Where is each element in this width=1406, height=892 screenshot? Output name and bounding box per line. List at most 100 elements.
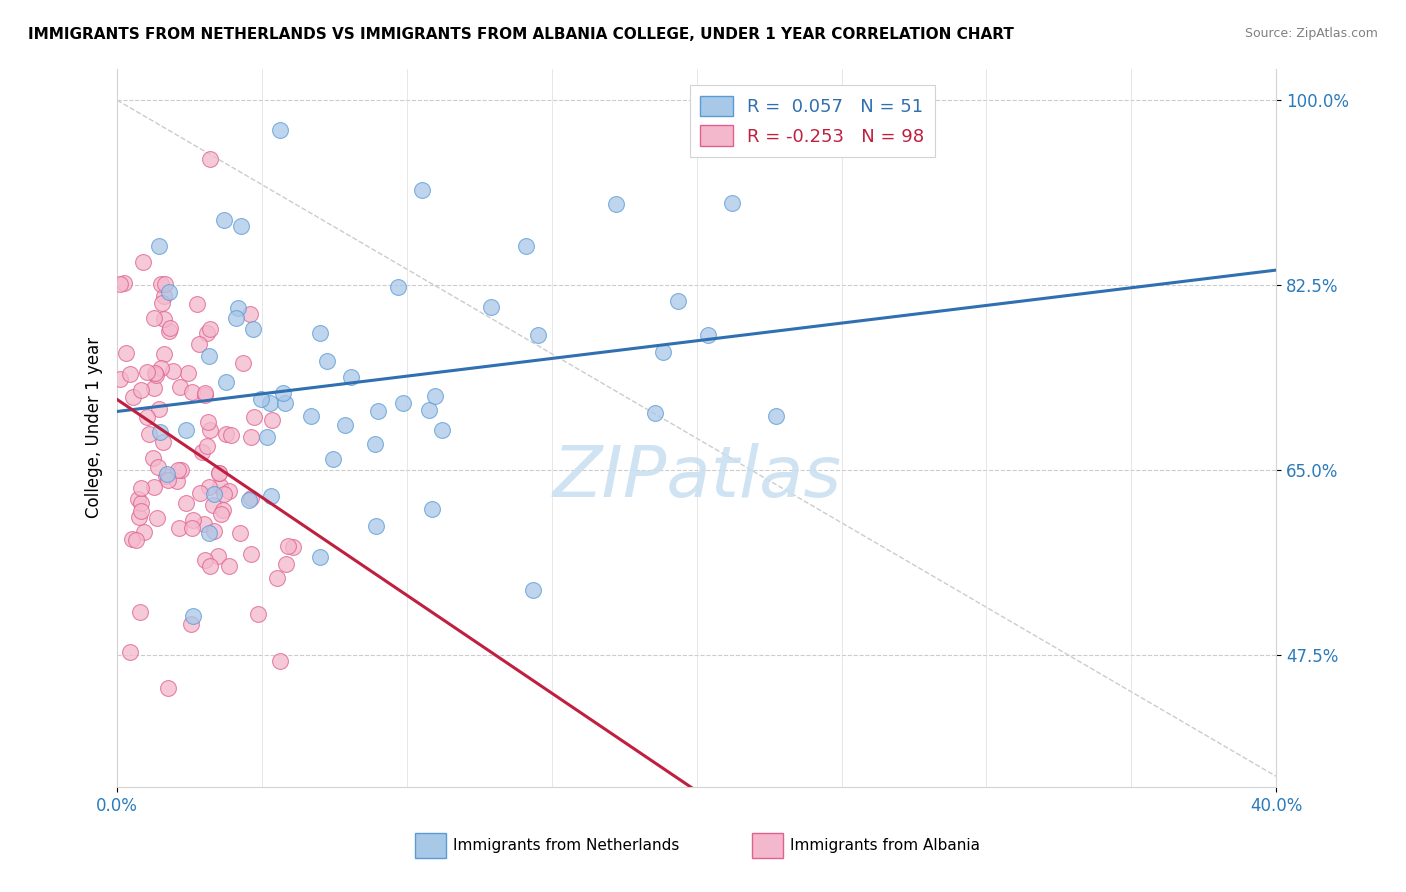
Point [170,463,193,477]
Point [229,526,252,541]
Point [696,327,718,342]
Point [256,430,278,444]
Point [277,539,299,553]
Point [411,183,433,197]
Point [181,609,204,624]
Point [269,655,291,669]
Point [240,430,263,444]
Point [186,297,208,311]
Point [208,466,231,480]
Point [299,409,322,423]
Point [315,354,337,368]
Point [142,310,165,325]
Point [118,367,141,381]
Point [242,322,264,336]
Point [135,365,157,379]
Point [207,549,229,563]
Point [281,540,304,554]
Point [200,153,222,167]
Point [195,439,218,453]
Point [197,480,219,494]
Point [148,401,170,416]
Point [121,390,143,404]
Point [162,364,184,378]
Point [153,346,176,360]
Point [176,367,198,381]
Point [194,386,217,401]
Point [195,326,218,340]
Point [193,516,215,531]
Point [129,495,152,509]
Point [148,238,170,252]
Point [387,280,409,294]
Point [215,427,238,442]
Point [209,507,232,521]
Point [115,346,138,360]
Point [153,289,176,303]
Point [188,486,211,500]
Point [125,533,148,547]
Point [188,336,211,351]
Point [190,445,212,459]
Point [367,404,389,418]
Point [274,557,297,571]
Point [128,510,150,524]
Point [259,396,281,410]
Point [197,349,219,363]
Point [108,277,131,291]
Point [159,321,181,335]
Point [651,345,673,359]
Y-axis label: College, Under 1 year: College, Under 1 year [86,337,103,518]
Text: ZIPatlas: ZIPatlas [553,443,841,513]
Point [136,409,159,424]
Point [108,372,131,386]
Point [143,366,166,380]
Point [118,645,141,659]
Point [152,434,174,449]
Point [239,307,262,321]
Point [247,607,270,622]
Point [422,501,444,516]
Point [430,423,453,437]
Point [214,375,236,389]
Point [167,463,190,477]
Point [364,518,387,533]
Point [121,532,143,546]
Point [212,503,235,517]
Point [198,525,221,540]
Point [225,310,247,325]
Point [526,328,548,343]
Point [240,547,263,561]
Point [207,466,229,480]
Point [153,277,176,292]
Point [250,392,273,406]
Point [181,385,204,400]
Point [180,616,202,631]
Point [720,195,742,210]
Point [391,396,413,410]
Point [274,396,297,410]
Point [146,460,169,475]
Text: IMMIGRANTS FROM NETHERLANDS VS IMMIGRANTS FROM ALBANIA COLLEGE, UNDER 1 YEAR COR: IMMIGRANTS FROM NETHERLANDS VS IMMIGRANT… [28,27,1014,42]
Point [515,238,537,252]
Legend: R =  0.057   N = 51, R = -0.253   N = 98: R = 0.057 N = 51, R = -0.253 N = 98 [690,85,935,157]
Point [169,380,191,394]
Point [129,504,152,518]
Point [218,558,240,573]
Point [194,553,217,567]
Point [149,425,172,439]
Point [200,559,222,574]
Point [666,294,689,309]
Point [479,300,502,314]
Point [425,389,447,403]
Text: Source: ZipAtlas.com: Source: ZipAtlas.com [1244,27,1378,40]
Point [132,525,155,540]
Point [150,296,173,310]
Point [127,491,149,506]
Point [363,436,385,450]
Point [156,473,179,487]
Text: Immigrants from Albania: Immigrants from Albania [790,838,980,853]
Text: Immigrants from Netherlands: Immigrants from Netherlands [453,838,679,853]
Point [174,496,197,510]
Point [197,415,219,429]
